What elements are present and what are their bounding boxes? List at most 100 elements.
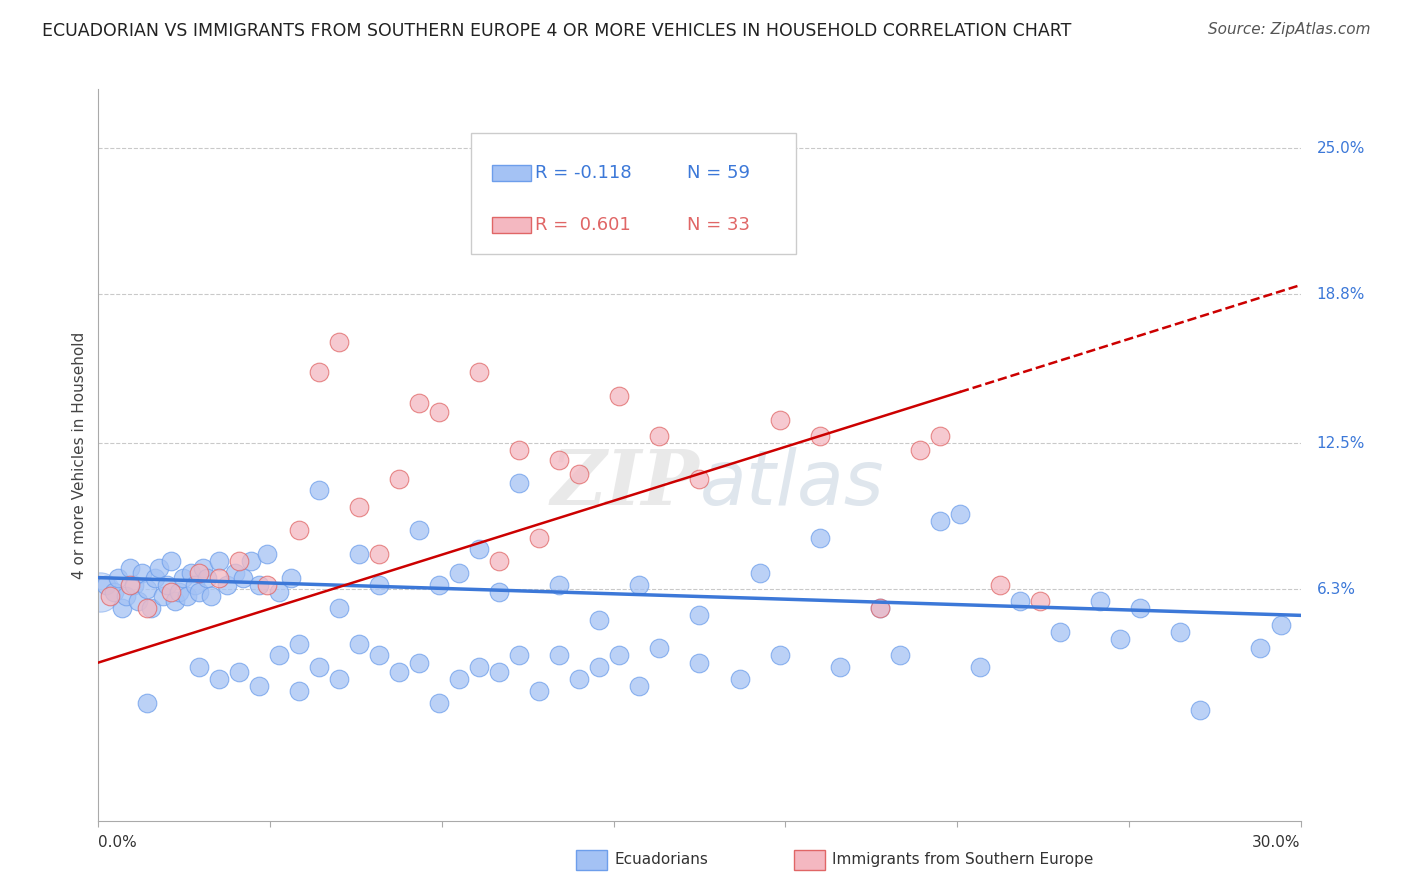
Point xyxy=(1250,641,1272,656)
Point xyxy=(187,584,209,599)
Point xyxy=(427,405,450,419)
Point xyxy=(208,554,231,568)
Point xyxy=(949,507,972,521)
Point xyxy=(159,554,181,568)
Point xyxy=(328,334,350,349)
Point xyxy=(447,672,470,686)
Point xyxy=(111,601,134,615)
Point xyxy=(488,665,510,679)
Text: 12.5%: 12.5% xyxy=(1316,435,1365,450)
Text: 6.3%: 6.3% xyxy=(1316,582,1355,597)
Point xyxy=(131,566,153,580)
Text: R = -0.118: R = -0.118 xyxy=(534,164,631,182)
Text: ZIP: ZIP xyxy=(551,447,699,521)
Point xyxy=(139,601,162,615)
Point xyxy=(267,648,290,663)
Point xyxy=(508,443,530,458)
Text: 30.0%: 30.0% xyxy=(1253,835,1301,850)
Point xyxy=(124,577,146,591)
Point xyxy=(609,389,631,403)
Point xyxy=(628,679,651,693)
Point xyxy=(287,524,309,538)
Text: 0.0%: 0.0% xyxy=(98,835,138,850)
Text: 25.0%: 25.0% xyxy=(1316,141,1365,156)
Point xyxy=(808,429,831,443)
Point xyxy=(135,601,157,615)
Point xyxy=(869,601,891,615)
Point xyxy=(1109,632,1132,646)
Point xyxy=(628,577,651,591)
Point xyxy=(247,577,270,591)
Point xyxy=(328,672,350,686)
Point xyxy=(180,566,202,580)
Point xyxy=(368,648,391,663)
Point xyxy=(1049,624,1071,639)
Point xyxy=(208,571,231,585)
Text: Ecuadorians: Ecuadorians xyxy=(614,853,709,867)
Point xyxy=(388,665,411,679)
Point xyxy=(748,566,770,580)
Text: 18.8%: 18.8% xyxy=(1316,287,1365,302)
Point xyxy=(120,561,142,575)
Point xyxy=(728,200,751,214)
Point xyxy=(224,566,246,580)
Point xyxy=(568,467,591,481)
Point xyxy=(768,648,790,663)
Text: Source: ZipAtlas.com: Source: ZipAtlas.com xyxy=(1208,22,1371,37)
Text: atlas: atlas xyxy=(699,447,884,521)
Point xyxy=(228,554,250,568)
Point xyxy=(148,561,170,575)
Point xyxy=(152,590,174,604)
Point xyxy=(163,594,186,608)
Point xyxy=(159,584,181,599)
Point xyxy=(768,412,790,426)
Text: N = 33: N = 33 xyxy=(688,216,751,235)
Point xyxy=(256,577,278,591)
Point xyxy=(468,365,491,379)
Point xyxy=(287,637,309,651)
Point xyxy=(889,648,911,663)
Point xyxy=(128,594,150,608)
Point xyxy=(368,547,391,561)
Point xyxy=(988,577,1011,591)
Point xyxy=(1008,594,1031,608)
Point xyxy=(1189,703,1212,717)
Point xyxy=(280,571,302,585)
Point xyxy=(688,471,710,485)
Point xyxy=(208,672,231,686)
Point xyxy=(468,660,491,674)
Point xyxy=(869,601,891,615)
Point xyxy=(100,590,122,604)
Point xyxy=(143,571,166,585)
Point xyxy=(588,613,610,627)
Point xyxy=(427,577,450,591)
Point xyxy=(247,679,270,693)
Point xyxy=(688,608,710,623)
Text: R =  0.601: R = 0.601 xyxy=(534,216,630,235)
Point xyxy=(969,660,991,674)
Point xyxy=(1170,624,1192,639)
Point xyxy=(1129,601,1152,615)
Point xyxy=(347,547,370,561)
Point xyxy=(1270,617,1292,632)
Point xyxy=(508,648,530,663)
Point xyxy=(688,656,710,670)
Point xyxy=(648,641,671,656)
Point xyxy=(808,531,831,545)
Point xyxy=(328,601,350,615)
Point xyxy=(588,660,610,674)
Point xyxy=(529,684,551,698)
Point xyxy=(408,656,430,670)
Point xyxy=(89,584,111,599)
Text: ECUADORIAN VS IMMIGRANTS FROM SOUTHERN EUROPE 4 OR MORE VEHICLES IN HOUSEHOLD CO: ECUADORIAN VS IMMIGRANTS FROM SOUTHERN E… xyxy=(42,22,1071,40)
Point xyxy=(548,577,571,591)
Point xyxy=(232,571,254,585)
Point xyxy=(267,584,290,599)
Point xyxy=(929,514,952,528)
Point xyxy=(107,571,129,585)
Point xyxy=(347,637,370,651)
Point xyxy=(287,684,309,698)
Point xyxy=(115,590,138,604)
Point xyxy=(176,590,198,604)
Text: Immigrants from Southern Europe: Immigrants from Southern Europe xyxy=(832,853,1094,867)
